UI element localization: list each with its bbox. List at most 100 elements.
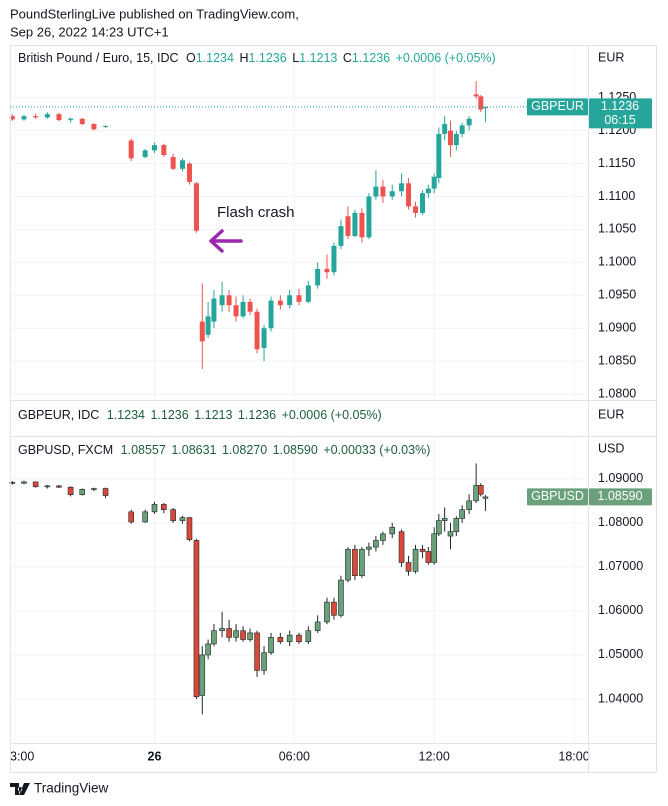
candle-body [359,212,365,238]
candle-body [331,601,337,616]
candle-body [56,485,62,488]
candle-body [268,300,274,329]
y-tick-label: 1.08000 [598,515,643,529]
legend-2: GBPUSD, FXCM 1.08557 1.08631 1.08270 1.0… [18,443,430,457]
open-value: 1.1234 [196,51,234,65]
candle-body [399,183,405,192]
ohlc-letter: C [343,51,352,65]
y-tick-label: 1.07000 [598,559,643,573]
y-tick-label: 1.1050 [598,222,636,236]
x-tick-label: 3:00 [10,749,34,763]
candle-body [179,160,185,169]
logo-mark [10,783,30,795]
candle-body [68,118,74,121]
candle-body [447,531,454,537]
candle-body [441,518,448,521]
candle-body [305,285,311,302]
price-tag [589,98,652,129]
symbol-tag [527,488,588,506]
change: +0.0006 (+0.05%) [282,408,382,422]
candle-body [373,540,379,548]
publisher: PoundSterlingLive published on TradingVi… [10,6,299,21]
candle-body [473,94,479,97]
candle-body [345,216,351,237]
countdown: 06:15 [604,113,635,127]
legend-1: British Pound / Euro, 15, IDC O1.1234 H1… [18,51,496,65]
candle-body [128,140,134,159]
candle-body [226,295,232,306]
candle-body [161,145,167,155]
candle-body [324,601,330,623]
symbol: GBPEUR, IDC [18,408,99,422]
low-value: 1.1213 [299,51,337,65]
candle-body [436,520,442,535]
candle-body [21,116,27,120]
candle-body [296,634,302,643]
x-tick-label: 12:00 [419,749,450,763]
candle-body [482,106,488,109]
candle-body [254,632,260,671]
candle-body [277,637,284,643]
candle-body [338,579,344,616]
y-tick-label: 1.04000 [598,691,643,705]
candle-body [420,193,426,213]
candle-body [425,551,432,563]
candle-body [314,621,321,632]
candle-body [21,481,27,484]
low-value: 1.08270 [222,443,267,457]
candle-body [352,548,358,576]
candle-body [478,96,484,110]
change: +0.00033 (+0.03%) [323,443,430,457]
change: +0.0006 (+0.05%) [396,51,496,65]
legend-sub: GBPEUR, IDC 1.1234 1.1236 1.1213 1.1236 … [18,408,382,422]
frame [10,45,657,773]
candle-body [186,163,192,182]
candle-body [211,298,217,322]
candle-layer [9,81,489,715]
candle-body [44,114,50,118]
high-value: 1.1236 [248,51,286,65]
symbol-tag [527,98,588,116]
candle-body [247,632,253,640]
candle-body [179,517,186,521]
candle-body [406,183,412,207]
candle-body [142,150,148,157]
candle-body [366,196,372,238]
ohlc-letter: O [186,51,196,65]
candle-body [142,511,148,523]
candle-body [170,509,176,521]
candle-body [219,628,225,632]
candle-body [482,496,489,499]
candle-body [389,191,395,197]
candle-body [413,206,419,213]
candle-body [128,511,134,523]
candle-body [44,485,51,488]
candle-body [366,546,372,550]
candle-body [345,548,351,581]
symbol: GBPUSD, FXCM [18,443,113,457]
price-tag-label: 1.1236 [601,99,639,113]
timestamp: Sep 26, 2022 14:23 UTC+1 [10,24,169,39]
candle-body [219,295,225,306]
open-value: 1.1234 [107,408,145,422]
currency: USD [598,441,624,455]
candle-body [268,637,274,654]
y-tick-label: 1.0850 [598,353,636,367]
candle-body [447,130,453,146]
candle-body [261,328,267,348]
candle-body [373,186,379,197]
candle-body [453,518,460,532]
currency: EUR [598,50,624,64]
candle-body [324,268,330,273]
ohlc-letter: H [239,51,248,65]
candle-body [466,118,472,126]
candle-body [9,116,15,120]
candle-body [199,654,206,696]
candle-body [473,485,479,502]
arrow-head [209,229,224,253]
candle-body [205,316,211,335]
